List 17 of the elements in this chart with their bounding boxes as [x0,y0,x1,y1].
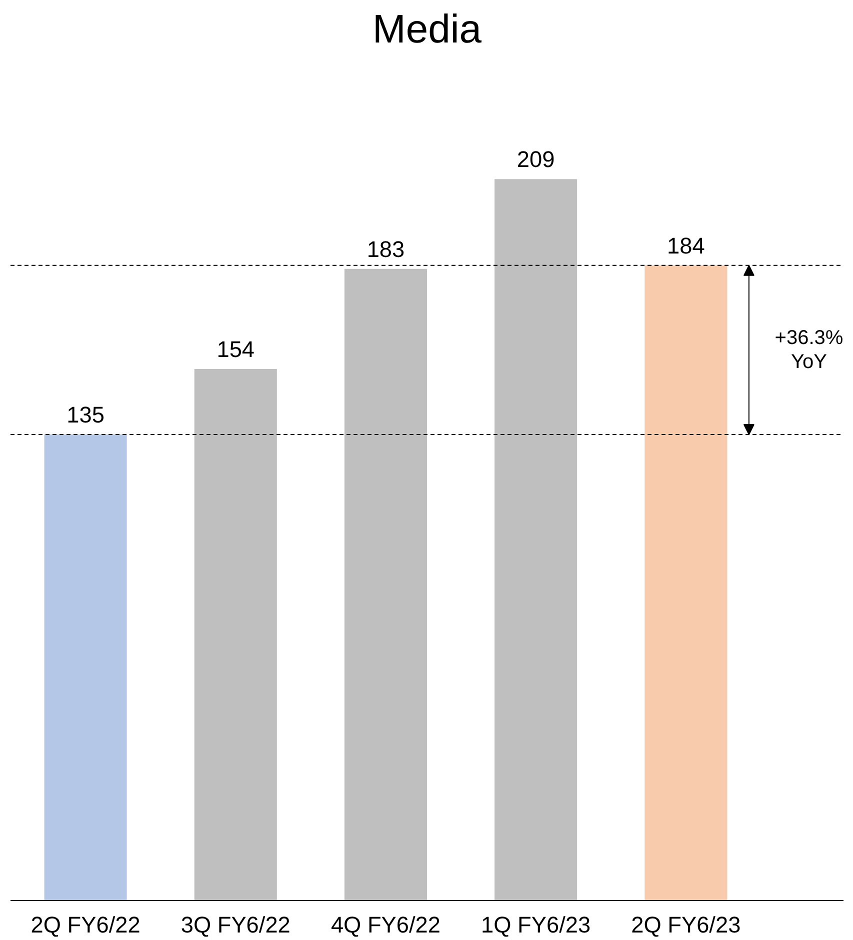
data-label: 154 [216,336,255,362]
bar [494,179,578,900]
x-tick-label: 4Q FY6/22 [330,912,441,938]
bar [44,434,127,900]
bar [344,268,427,900]
bar [194,368,277,900]
x-tick-label: 2Q FY6/22 [30,912,140,938]
x-tick-label: 2Q FY6/23 [631,912,741,938]
annotation: +36.3% YoY [774,326,844,373]
chart-title: Media [372,8,482,52]
data-label: 183 [366,236,405,262]
data-label: 184 [667,232,705,258]
x-tick-label: 3Q FY6/22 [180,912,290,938]
data-label: 135 [66,402,104,428]
bar [644,265,728,900]
x-tick-label: 1Q FY6/23 [481,912,591,938]
data-label: 209 [516,146,555,172]
